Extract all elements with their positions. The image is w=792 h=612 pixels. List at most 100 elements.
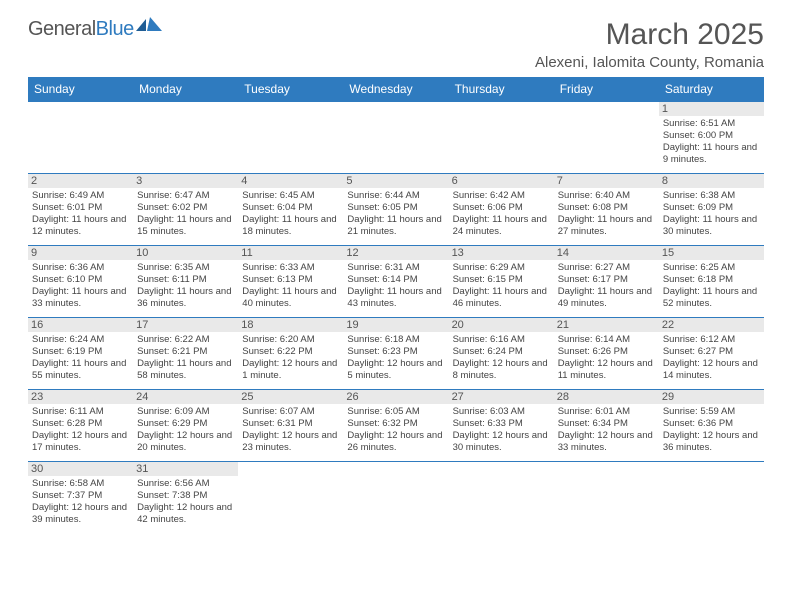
calendar-day-cell — [554, 462, 659, 534]
day-number: 10 — [133, 246, 238, 260]
calendar-day-cell — [343, 102, 448, 174]
calendar-table: Sunday Monday Tuesday Wednesday Thursday… — [28, 77, 764, 534]
day-number: 14 — [554, 246, 659, 260]
calendar-week-row: 23Sunrise: 6:11 AMSunset: 6:28 PMDayligh… — [28, 390, 764, 462]
day-number: 19 — [343, 318, 448, 332]
day-number: 29 — [659, 390, 764, 404]
calendar-day-cell: 22Sunrise: 6:12 AMSunset: 6:27 PMDayligh… — [659, 318, 764, 390]
calendar-day-cell: 11Sunrise: 6:33 AMSunset: 6:13 PMDayligh… — [238, 246, 343, 318]
day-details: Sunrise: 6:33 AMSunset: 6:13 PMDaylight:… — [242, 262, 339, 310]
day-details: Sunrise: 6:44 AMSunset: 6:05 PMDaylight:… — [347, 190, 444, 238]
calendar-day-cell — [554, 102, 659, 174]
calendar-day-cell: 2 Sunrise: 6:49 AMSunset: 6:01 PMDaylight… — [28, 174, 133, 246]
calendar-day-cell: 30 Sunrise: 6:58 AMSunset: 7:37 PMDayligh… — [28, 462, 133, 534]
day-number: 2 — [28, 174, 133, 188]
location-subtitle: Alexeni, Ialomita County, Romania — [28, 54, 764, 71]
day-number: 20 — [449, 318, 554, 332]
calendar-day-cell: 1 Sunrise: 6:51 AMSunset: 6:00 PMDaylight… — [659, 102, 764, 174]
logo-text-1: General — [28, 18, 96, 41]
day-number: 13 — [449, 246, 554, 260]
calendar-day-cell: 12Sunrise: 6:31 AMSunset: 6:14 PMDayligh… — [343, 246, 448, 318]
day-number: 15 — [659, 246, 764, 260]
weekday-header-row: Sunday Monday Tuesday Wednesday Thursday… — [28, 77, 764, 102]
day-number: 27 — [449, 390, 554, 404]
day-details: Sunrise: 6:11 AMSunset: 6:28 PMDaylight:… — [32, 406, 129, 454]
day-details: Sunrise: 6:12 AMSunset: 6:27 PMDaylight:… — [663, 334, 760, 382]
calendar-day-cell: 9Sunrise: 6:36 AMSunset: 6:10 PMDaylight… — [28, 246, 133, 318]
day-details: Sunrise: 6:22 AMSunset: 6:21 PMDaylight:… — [137, 334, 234, 382]
day-details: Sunrise: 6:20 AMSunset: 6:22 PMDaylight:… — [242, 334, 339, 382]
day-number: 9 — [28, 246, 133, 260]
day-number: 18 — [238, 318, 343, 332]
day-details: Sunrise: 6:47 AMSunset: 6:02 PMDaylight:… — [137, 190, 234, 238]
calendar-day-cell: 5Sunrise: 6:44 AMSunset: 6:05 PMDaylight… — [343, 174, 448, 246]
day-details: Sunrise: 6:49 AMSunset: 6:01 PMDaylight:… — [32, 190, 129, 238]
logo-icon — [136, 14, 162, 37]
day-details: Sunrise: 5:59 AMSunset: 6:36 PMDaylight:… — [663, 406, 760, 454]
day-number: 6 — [449, 174, 554, 188]
calendar-day-cell: 18 Sunrise: 6:20 AMSunset: 6:22 PMDayligh… — [238, 318, 343, 390]
day-details: Sunrise: 6:25 AMSunset: 6:18 PMDaylight:… — [663, 262, 760, 310]
calendar-week-row: 16Sunrise: 6:24 AMSunset: 6:19 PMDayligh… — [28, 318, 764, 390]
day-details: Sunrise: 6:38 AMSunset: 6:09 PMDaylight:… — [663, 190, 760, 238]
calendar-day-cell: 29 Sunrise: 5:59 AMSunset: 6:36 PMDayligh… — [659, 390, 764, 462]
day-details: Sunrise: 6:05 AMSunset: 6:32 PMDaylight:… — [347, 406, 444, 454]
day-number: 16 — [28, 318, 133, 332]
day-number: 3 — [133, 174, 238, 188]
header: GeneralBlue March 2025 — [28, 18, 764, 52]
day-details: Sunrise: 6:01 AMSunset: 6:34 PMDaylight:… — [558, 406, 655, 454]
calendar-day-cell — [238, 102, 343, 174]
calendar-day-cell: 4 Sunrise: 6:45 AMSunset: 6:04 PMDaylight… — [238, 174, 343, 246]
weekday-header: Thursday — [449, 77, 554, 102]
calendar-week-row: 30 Sunrise: 6:58 AMSunset: 7:37 PMDayligh… — [28, 462, 764, 534]
day-number: 17 — [133, 318, 238, 332]
calendar-week-row: 1 Sunrise: 6:51 AMSunset: 6:00 PMDaylight… — [28, 102, 764, 174]
day-number: 1 — [659, 102, 764, 116]
weekday-header: Wednesday — [343, 77, 448, 102]
calendar-day-cell — [659, 462, 764, 534]
weekday-header: Saturday — [659, 77, 764, 102]
calendar-day-cell: 14 Sunrise: 6:27 AMSunset: 6:17 PMDayligh… — [554, 246, 659, 318]
day-details: Sunrise: 6:29 AMSunset: 6:15 PMDaylight:… — [453, 262, 550, 310]
day-number: 30 — [28, 462, 133, 476]
day-details: Sunrise: 6:14 AMSunset: 6:26 PMDaylight:… — [558, 334, 655, 382]
calendar-day-cell: 21Sunrise: 6:14 AMSunset: 6:26 PMDayligh… — [554, 318, 659, 390]
calendar-day-cell: 19Sunrise: 6:18 AMSunset: 6:23 PMDayligh… — [343, 318, 448, 390]
day-details: Sunrise: 6:35 AMSunset: 6:11 PMDaylight:… — [137, 262, 234, 310]
day-details: Sunrise: 6:40 AMSunset: 6:08 PMDaylight:… — [558, 190, 655, 238]
day-details: Sunrise: 6:09 AMSunset: 6:29 PMDaylight:… — [137, 406, 234, 454]
day-number: 7 — [554, 174, 659, 188]
calendar-day-cell — [133, 102, 238, 174]
day-details: Sunrise: 6:45 AMSunset: 6:04 PMDaylight:… — [242, 190, 339, 238]
calendar-day-cell — [343, 462, 448, 534]
day-details: Sunrise: 6:42 AMSunset: 6:06 PMDaylight:… — [453, 190, 550, 238]
calendar-day-cell — [28, 102, 133, 174]
calendar-day-cell: 24Sunrise: 6:09 AMSunset: 6:29 PMDayligh… — [133, 390, 238, 462]
day-details: Sunrise: 6:27 AMSunset: 6:17 PMDaylight:… — [558, 262, 655, 310]
calendar-day-cell: 10 Sunrise: 6:35 AMSunset: 6:11 PMDayligh… — [133, 246, 238, 318]
day-details: Sunrise: 6:31 AMSunset: 6:14 PMDaylight:… — [347, 262, 444, 310]
calendar-day-cell: 15 Sunrise: 6:25 AMSunset: 6:18 PMDayligh… — [659, 246, 764, 318]
calendar-day-cell — [238, 462, 343, 534]
calendar-day-cell — [449, 102, 554, 174]
calendar-day-cell: 7 Sunrise: 6:40 AMSunset: 6:08 PMDaylight… — [554, 174, 659, 246]
day-details: Sunrise: 6:58 AMSunset: 7:37 PMDaylight:… — [32, 478, 129, 526]
logo-text-2: Blue — [96, 18, 134, 41]
calendar-day-cell — [449, 462, 554, 534]
weekday-header: Friday — [554, 77, 659, 102]
day-details: Sunrise: 6:16 AMSunset: 6:24 PMDaylight:… — [453, 334, 550, 382]
calendar-day-cell: 26 Sunrise: 6:05 AMSunset: 6:32 PMDayligh… — [343, 390, 448, 462]
weekday-header: Sunday — [28, 77, 133, 102]
day-number: 25 — [238, 390, 343, 404]
calendar-week-row: 9Sunrise: 6:36 AMSunset: 6:10 PMDaylight… — [28, 246, 764, 318]
calendar-day-cell: 27Sunrise: 6:03 AMSunset: 6:33 PMDayligh… — [449, 390, 554, 462]
day-details: Sunrise: 6:51 AMSunset: 6:00 PMDaylight:… — [663, 118, 760, 166]
calendar-day-cell: 23Sunrise: 6:11 AMSunset: 6:28 PMDayligh… — [28, 390, 133, 462]
calendar-day-cell: 20 Sunrise: 6:16 AMSunset: 6:24 PMDayligh… — [449, 318, 554, 390]
day-number: 4 — [238, 174, 343, 188]
calendar-day-cell: 31Sunrise: 6:56 AMSunset: 7:38 PMDayligh… — [133, 462, 238, 534]
calendar-day-cell: 28Sunrise: 6:01 AMSunset: 6:34 PMDayligh… — [554, 390, 659, 462]
day-number: 26 — [343, 390, 448, 404]
day-details: Sunrise: 6:07 AMSunset: 6:31 PMDaylight:… — [242, 406, 339, 454]
calendar-day-cell: 3 Sunrise: 6:47 AMSunset: 6:02 PMDaylight… — [133, 174, 238, 246]
